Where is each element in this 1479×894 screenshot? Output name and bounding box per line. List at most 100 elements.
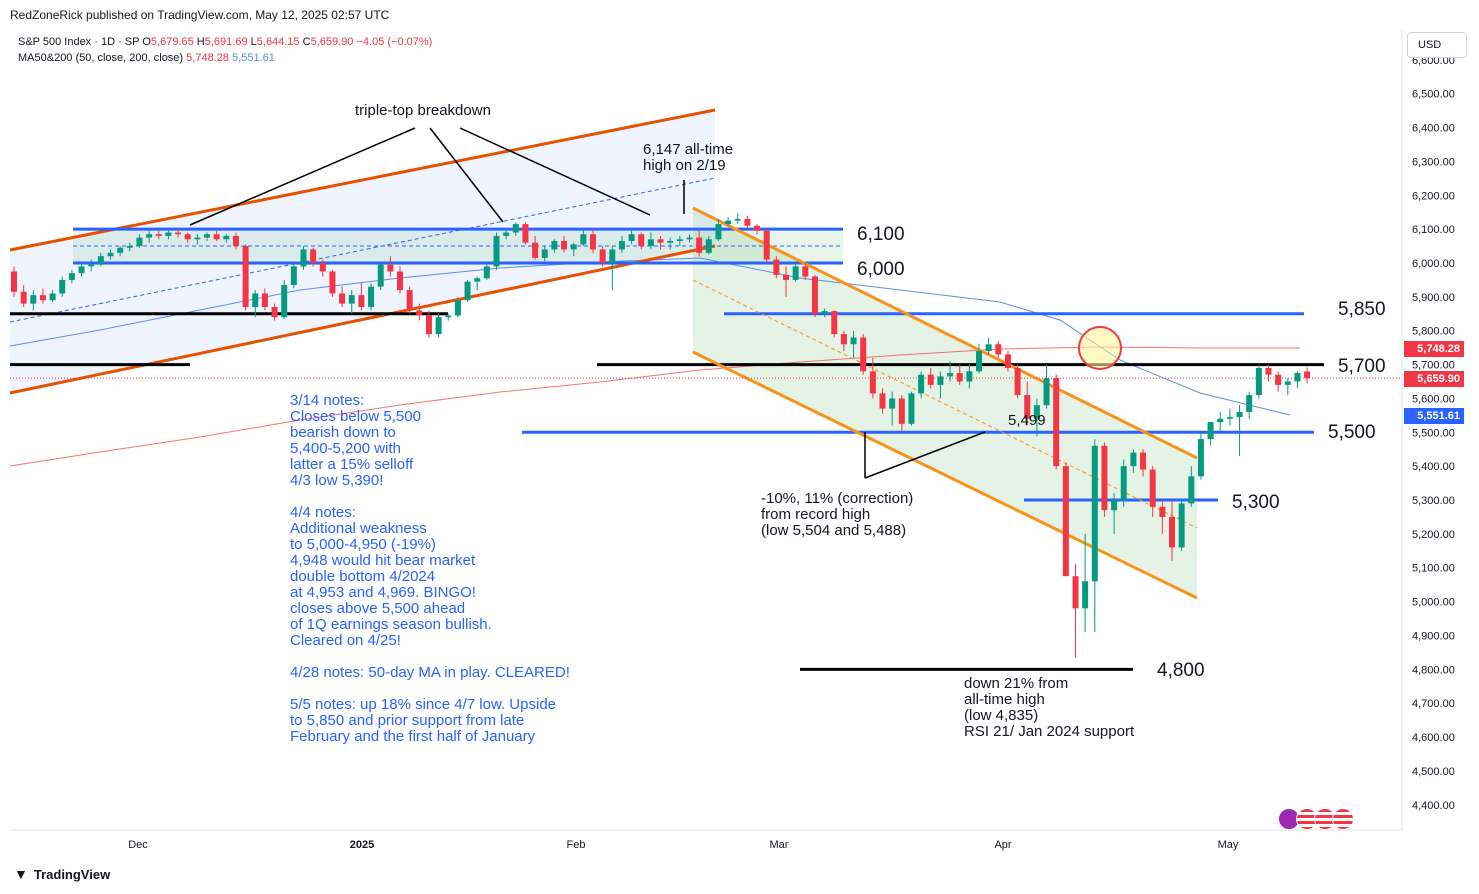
candle-body <box>107 252 114 257</box>
time-tick-label: 2025 <box>350 839 374 851</box>
candle-body <box>599 249 606 263</box>
price-tick-label: 5,800.00 <box>1412 326 1455 338</box>
time-axis[interactable]: Dec 2025 Feb Mar Apr May <box>128 839 1239 851</box>
candle-body <box>1101 445 1108 511</box>
candle-body <box>1091 445 1098 582</box>
candle-body <box>956 373 963 382</box>
candle-body <box>464 281 471 301</box>
price-tick-label: 4,500.00 <box>1412 766 1455 778</box>
time-tick-label: Feb <box>567 839 586 851</box>
price-tick-label: 4,800.00 <box>1412 664 1455 676</box>
candle-body <box>493 235 500 267</box>
note-line: closes above 5,500 ahead <box>290 600 466 617</box>
candle-body <box>773 259 780 275</box>
candle-body <box>532 242 539 258</box>
candle-body <box>1275 374 1282 385</box>
close-label: C <box>302 36 311 48</box>
candle-body <box>696 237 703 253</box>
candle-body <box>339 293 346 304</box>
candle-body <box>310 249 317 263</box>
low-5499-label: 5,499 <box>1008 412 1046 429</box>
falling-channel-fill <box>693 208 1197 598</box>
candle-body <box>377 264 384 287</box>
time-tick-label: Mar <box>770 839 789 851</box>
candle-body <box>358 295 365 308</box>
candle-body <box>213 234 220 240</box>
candle-body <box>792 266 799 280</box>
candle-body <box>647 239 654 247</box>
candle-body <box>1053 378 1060 467</box>
candle-body <box>1188 476 1195 504</box>
ath-label-line2: high on 2/19 <box>643 157 726 174</box>
candle-body <box>995 344 1002 355</box>
note-line: 4/3 low 5,390! <box>290 472 384 489</box>
candle-body <box>937 376 944 385</box>
falling-channel-lower-line <box>692 350 1198 600</box>
candle-body <box>754 225 761 231</box>
candle-body <box>1062 466 1069 577</box>
candle-body <box>686 237 693 240</box>
high-value: 5,691.69 <box>204 36 248 48</box>
level-5500-label: 5,500 <box>1328 422 1376 443</box>
candle-body <box>898 398 905 424</box>
candle-body <box>425 315 432 335</box>
price-tick-label: 5,600.00 <box>1412 393 1455 405</box>
candle-body <box>889 398 896 409</box>
price-tick-label: 6,500.00 <box>1412 89 1455 101</box>
candle-body <box>300 249 307 267</box>
tradingview-logo-icon: ▼ <box>14 866 28 882</box>
candle-body <box>165 232 172 236</box>
candles-group <box>11 213 1311 658</box>
note-line: bearish down to <box>290 424 396 441</box>
candle-body <box>609 249 616 263</box>
candle-body <box>281 285 288 318</box>
note-line: 5,400-5,200 with <box>290 440 401 457</box>
candle-body <box>406 290 413 311</box>
candle-body <box>1255 367 1262 396</box>
level-6100-label: 6,100 <box>857 224 905 245</box>
candle-body <box>927 374 934 385</box>
level-6000-label: 6,000 <box>857 259 905 280</box>
price-tick-label: 5,100.00 <box>1412 563 1455 575</box>
publisher-line: RedZoneRick published on TradingView.com… <box>10 8 390 22</box>
candle-body <box>348 295 355 304</box>
price-tick-label: 6,100.00 <box>1412 224 1455 236</box>
candle-body <box>811 276 818 314</box>
price-axis[interactable]: 4,400.00 4,500.00 4,600.00 4,700.00 4,800.00… <box>1412 55 1455 812</box>
currency-button[interactable]: USD <box>1407 32 1467 58</box>
level-5300-label: 5,300 <box>1232 492 1280 513</box>
ma-legend: MA50&200 (50, close, 200, close) 5,748.2… <box>18 52 275 64</box>
time-tick-label: Apr <box>994 839 1011 851</box>
candle-body <box>136 237 143 247</box>
ma-legend-label: MA50&200 (50, close, 200, close) <box>18 52 184 64</box>
candle-body <box>1265 367 1272 375</box>
price-tick-label: 6,300.00 <box>1412 156 1455 168</box>
candle-body <box>918 374 925 394</box>
candle-body <box>590 234 596 250</box>
down21-line2: all-time high <box>964 691 1045 708</box>
note-line: at 4,953 and 4,969. BINGO! <box>290 584 476 601</box>
annotation-arrow <box>189 127 416 226</box>
price-tick-label: 6,000.00 <box>1412 258 1455 270</box>
note-line: Additional weakness <box>290 520 427 537</box>
price-tick-label: 4,700.00 <box>1412 698 1455 710</box>
candle-body <box>744 218 751 226</box>
correction-line3: (low 5,504 and 5,488) <box>761 522 907 539</box>
us-flag-icon-3[interactable] <box>1332 808 1354 830</box>
candle-body <box>78 266 85 274</box>
candle-body <box>39 295 46 301</box>
candle-body <box>1159 506 1166 517</box>
footer-brand[interactable]: ▼ TradingView <box>14 866 110 882</box>
candle-body <box>1014 367 1021 396</box>
candle-body <box>783 274 789 280</box>
candle-body <box>445 315 452 318</box>
candle-body <box>1072 576 1079 609</box>
candle-body <box>628 234 635 241</box>
highlight-circle <box>1078 326 1122 370</box>
candle-body <box>947 373 954 377</box>
candle-body <box>1197 439 1204 477</box>
event-icons[interactable] <box>1278 808 1354 830</box>
channel-mid-line <box>9 177 716 323</box>
candle-body <box>474 278 481 282</box>
